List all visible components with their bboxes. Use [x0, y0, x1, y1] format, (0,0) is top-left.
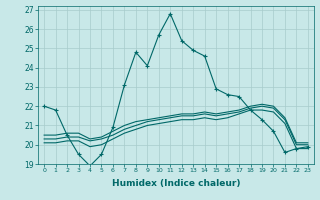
X-axis label: Humidex (Indice chaleur): Humidex (Indice chaleur)	[112, 179, 240, 188]
